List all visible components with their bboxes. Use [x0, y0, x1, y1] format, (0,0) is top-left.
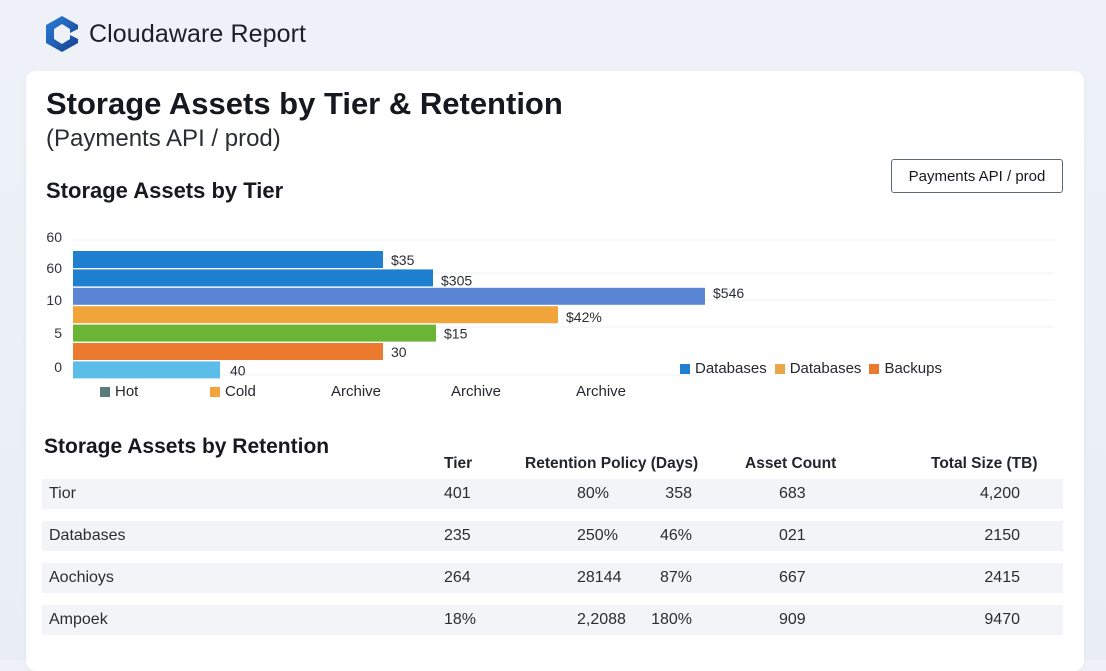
table-cell: 2415: [984, 569, 1020, 586]
x-tick-label: Archive: [331, 383, 382, 400]
table-cell: 683: [779, 485, 806, 502]
brand-name: Cloudaware Report: [89, 20, 307, 48]
page-subtitle: (Payments API / prod): [46, 125, 281, 152]
legend-label-hot: Hot: [115, 383, 139, 400]
bar[interactable]: [73, 343, 383, 360]
x-tick-label: Archive: [451, 383, 502, 400]
legend-swatch: [869, 363, 880, 374]
table-cell: 264: [444, 569, 471, 586]
table-cell: 235: [444, 527, 471, 544]
table-cell: 667: [779, 569, 806, 586]
legend-label: Databases: [695, 360, 767, 377]
row-name-cell: Ampoek: [49, 611, 108, 628]
table-cell: 80%: [577, 485, 610, 502]
y-tick-label: 60: [46, 260, 62, 276]
chart-section-title: Storage Assets by Tier: [46, 178, 284, 203]
table-cell: 2,2088: [577, 611, 626, 628]
bar[interactable]: [73, 269, 433, 287]
table-cell: 18%: [444, 611, 477, 628]
bar-data-label: $305: [441, 272, 472, 288]
context-selector-button[interactable]: Payments API / prod: [891, 159, 1063, 193]
bar[interactable]: [73, 306, 558, 324]
legend-item: Databases: [680, 360, 767, 377]
legend-swatch-hot: [100, 386, 110, 397]
legend-label: Backups: [884, 360, 942, 377]
bar[interactable]: [73, 287, 705, 305]
column-header-asset-count[interactable]: Asset Count: [745, 455, 837, 472]
legend-swatch-cold: [210, 386, 220, 397]
page-title: Storage Assets by Tier & Retention: [46, 86, 563, 121]
legend-item-hot: Hot: [100, 383, 138, 400]
table-cell: 909: [779, 611, 806, 628]
x-tick-label: Archive: [576, 383, 627, 400]
table-cell: 358: [665, 485, 692, 502]
bar-data-label: 30: [391, 344, 407, 360]
table-row[interactable]: Databases 235 250% 46% 021 2150: [42, 521, 1063, 551]
row-name-cell: Databases: [49, 527, 126, 544]
column-header-tier[interactable]: Tier: [444, 455, 473, 472]
bar[interactable]: [73, 361, 220, 379]
table-row[interactable]: Aochioys 264 28144 87% 667 2415: [42, 563, 1063, 593]
table-row[interactable]: Ampoek 18% 2,2088 180% 909 9470: [42, 605, 1063, 635]
row-name-cell: Aochioys: [49, 569, 114, 586]
y-tick-label: 60: [46, 229, 62, 245]
table-cell: 46%: [659, 527, 692, 544]
legend-item: Databases: [774, 360, 862, 377]
tier-bar-chart: 60 60 10 5 0 $35 $305 $546 $42% $15 30 40: [46, 229, 1055, 379]
bar-data-label: $42%: [566, 309, 602, 325]
table-cell: 401: [444, 485, 471, 502]
y-tick-label: 0: [54, 359, 62, 375]
table-cell: 021: [779, 527, 806, 544]
legend-swatch: [680, 363, 690, 374]
legend-item: Backups: [869, 360, 942, 377]
table-cell: 9470: [984, 611, 1020, 628]
y-tick-label: 5: [54, 325, 62, 341]
column-header-total-size[interactable]: Total Size (TB): [931, 455, 1038, 472]
table-cell: 4,200: [979, 485, 1020, 502]
bar-data-label: 40: [230, 362, 246, 378]
bar-data-label: $546: [713, 285, 744, 301]
bar-data-label: $15: [444, 326, 468, 342]
table-section-title: Storage Assets by Retention: [44, 435, 330, 458]
legend-top: Databases Databases Backups: [680, 360, 942, 377]
table-cell: 87%: [659, 569, 692, 586]
column-header-retention[interactable]: Retention Policy (Days): [525, 455, 699, 472]
y-tick-label: 10: [46, 292, 62, 308]
legend-item-cold: Cold: [210, 383, 256, 400]
legend-label-cold: Cold: [225, 383, 256, 400]
bar[interactable]: [73, 251, 383, 268]
row-name-cell: Tior: [49, 485, 76, 502]
legend-label: Databases: [789, 360, 862, 377]
legend-swatch: [774, 363, 785, 374]
table-cell: 250%: [577, 527, 618, 544]
cloudaware-logo-icon: [46, 16, 78, 52]
table-row[interactable]: Tior 401 80% 358 683 4,200: [42, 479, 1063, 509]
table-cell: 2150: [984, 527, 1020, 544]
table-cell: 28144: [577, 569, 622, 586]
bar-data-label: $35: [391, 252, 415, 268]
top-bar: Cloudaware Report: [0, 0, 1106, 70]
bar[interactable]: [73, 324, 436, 342]
table-cell: 180%: [651, 611, 692, 628]
